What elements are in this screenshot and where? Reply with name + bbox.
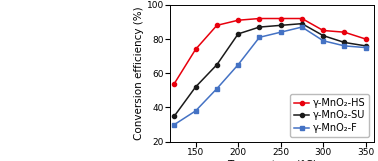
γ-MnO₂-F xyxy=(193,110,198,112)
γ-MnO₂-HS xyxy=(257,18,262,19)
γ-MnO₂-F xyxy=(342,45,347,47)
γ-MnO₂-HS xyxy=(278,18,283,19)
X-axis label: Temperature (°C): Temperature (°C) xyxy=(227,160,317,161)
Y-axis label: Conversion efficiency (%): Conversion efficiency (%) xyxy=(134,6,144,140)
γ-MnO₂-F xyxy=(300,26,304,28)
γ-MnO₂-F xyxy=(321,40,325,42)
γ-MnO₂-HS xyxy=(215,24,219,26)
γ-MnO₂-HS xyxy=(236,19,240,21)
γ-MnO₂-HS xyxy=(342,31,347,33)
γ-MnO₂-SU xyxy=(172,115,177,117)
γ-MnO₂-SU xyxy=(278,24,283,26)
γ-MnO₂-F xyxy=(257,36,262,38)
Legend: γ-MnO₂-HS, γ-MnO₂-SU, γ-MnO₂-F: γ-MnO₂-HS, γ-MnO₂-SU, γ-MnO₂-F xyxy=(290,94,369,137)
Line: γ-MnO₂-F: γ-MnO₂-F xyxy=(172,25,368,127)
γ-MnO₂-F xyxy=(278,31,283,33)
γ-MnO₂-F xyxy=(172,124,177,126)
γ-MnO₂-SU xyxy=(193,86,198,88)
Line: γ-MnO₂-SU: γ-MnO₂-SU xyxy=(172,22,368,118)
γ-MnO₂-F xyxy=(215,88,219,90)
γ-MnO₂-HS xyxy=(363,38,368,40)
γ-MnO₂-HS xyxy=(300,18,304,19)
γ-MnO₂-HS xyxy=(193,48,198,50)
γ-MnO₂-SU xyxy=(363,45,368,47)
γ-MnO₂-SU xyxy=(342,42,347,43)
γ-MnO₂-HS xyxy=(321,29,325,31)
γ-MnO₂-SU xyxy=(215,64,219,66)
γ-MnO₂-SU xyxy=(257,26,262,28)
Line: γ-MnO₂-HS: γ-MnO₂-HS xyxy=(172,16,368,86)
γ-MnO₂-SU xyxy=(321,35,325,37)
γ-MnO₂-F xyxy=(363,47,368,49)
γ-MnO₂-F xyxy=(236,64,240,66)
γ-MnO₂-SU xyxy=(236,33,240,35)
γ-MnO₂-HS xyxy=(172,83,177,85)
γ-MnO₂-SU xyxy=(300,23,304,25)
